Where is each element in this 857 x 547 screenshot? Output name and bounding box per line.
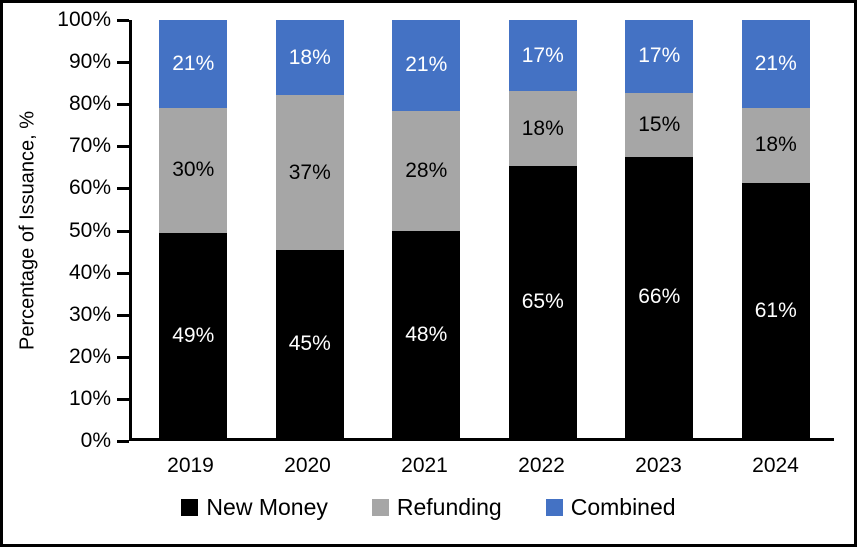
legend: New Money Refunding Combined <box>3 494 854 521</box>
legend-swatch-icon <box>545 499 563 516</box>
y-tick-label-60pct: 60% <box>68 176 111 200</box>
segment-combined-2021: 21% <box>392 20 461 111</box>
legend-item-combined: Combined <box>545 494 676 521</box>
segment-combined-2024: 21% <box>741 20 810 108</box>
segment-refunding-2022: 18% <box>508 91 577 167</box>
legend-item-refunding: Refunding <box>371 494 502 521</box>
x-tick-label-2024: 2024 <box>752 454 799 477</box>
y-tick-mark <box>117 355 129 359</box>
segment-new-money-2024: 61% <box>741 183 810 438</box>
x-tick-label-2020: 2020 <box>284 454 331 477</box>
x-tick-label-2023: 2023 <box>635 454 682 477</box>
y-tick-mark <box>117 187 129 191</box>
y-tick-label-20pct: 20% <box>68 344 111 368</box>
bar-slot-2021: 48% 28% 21% <box>368 20 485 438</box>
bar-slot-2022: 65% 18% 17% <box>485 20 602 438</box>
segment-new-money-2021: 48% <box>392 231 461 438</box>
stacked-bar-2021: 48% 28% 21% <box>392 20 461 438</box>
segment-refunding-2023: 15% <box>625 92 694 157</box>
y-tick-label-80pct: 80% <box>68 92 111 116</box>
bar-slot-2024: 61% 18% 21% <box>718 20 835 438</box>
legend-label: Refunding <box>396 494 502 520</box>
y-tick-mark <box>117 271 129 275</box>
stacked-bar-2019: 49% 30% 21% <box>159 20 228 438</box>
legend-swatch-icon <box>181 499 199 516</box>
segment-refunding-2024: 18% <box>741 107 810 184</box>
segment-combined-2023: 17% <box>625 20 694 93</box>
segment-combined-2022: 17% <box>508 20 577 92</box>
segment-new-money-2022: 65% <box>508 166 577 438</box>
legend-swatch-icon <box>371 499 389 516</box>
y-tick-mark <box>117 229 129 233</box>
y-tick-mark <box>117 313 129 317</box>
segment-new-money-2020: 45% <box>275 249 344 438</box>
y-tick-mark <box>117 397 129 401</box>
segment-refunding-2019: 30% <box>159 107 228 234</box>
y-tick-label-40pct: 40% <box>68 260 111 284</box>
y-tick-label-50pct: 50% <box>68 218 111 242</box>
segment-combined-2020: 18% <box>275 20 344 96</box>
bar-slot-2019: 49% 30% 21% <box>135 20 252 438</box>
y-tick-label-30pct: 30% <box>68 302 111 326</box>
stacked-bar-2024: 61% 18% 21% <box>741 20 810 438</box>
segment-new-money-2023: 66% <box>625 156 694 438</box>
y-tick-label-0pct: 0% <box>80 429 111 452</box>
plot-area: 49% 30% 21% 45% 37% 18% 48% 28% 21% 65% 18% 17% 66% 1… <box>129 20 834 441</box>
y-tick-label-90pct: 90% <box>68 50 111 74</box>
y-tick-label-100pct: 100% <box>57 8 111 31</box>
stacked-bar-2023: 66% 15% 17% <box>625 20 694 438</box>
segment-refunding-2021: 28% <box>392 110 461 232</box>
y-tick-label-70pct: 70% <box>68 134 111 158</box>
legend-item-new-money: New Money <box>181 494 328 521</box>
stacked-bar-2022: 65% 18% 17% <box>508 20 577 438</box>
segment-combined-2019: 21% <box>159 20 228 108</box>
y-tick-mark <box>117 103 129 107</box>
legend-label: Combined <box>570 494 676 520</box>
segment-refunding-2020: 37% <box>275 95 344 250</box>
stacked-bar-2020: 45% 37% 18% <box>275 20 344 438</box>
y-axis-title: Percentage of Issuance, % <box>16 110 39 351</box>
y-tick-mark <box>117 61 129 65</box>
x-tick-label-2019: 2019 <box>167 454 214 477</box>
y-tick-mark <box>117 440 129 443</box>
bar-slot-2023: 66% 15% 17% <box>601 20 718 438</box>
bar-slot-2020: 45% 37% 18% <box>252 20 369 438</box>
y-tick-mark <box>117 19 129 22</box>
x-tick-label-2022: 2022 <box>518 454 565 477</box>
y-tick-label-10pct: 10% <box>68 386 111 410</box>
legend-label: New Money <box>206 494 328 520</box>
segment-new-money-2019: 49% <box>159 233 228 438</box>
x-tick-label-2021: 2021 <box>401 454 448 477</box>
bars-container: 49% 30% 21% 45% 37% 18% 48% 28% 21% 65% 18% 17% 66% 1… <box>135 20 834 438</box>
y-tick-mark <box>117 145 129 149</box>
